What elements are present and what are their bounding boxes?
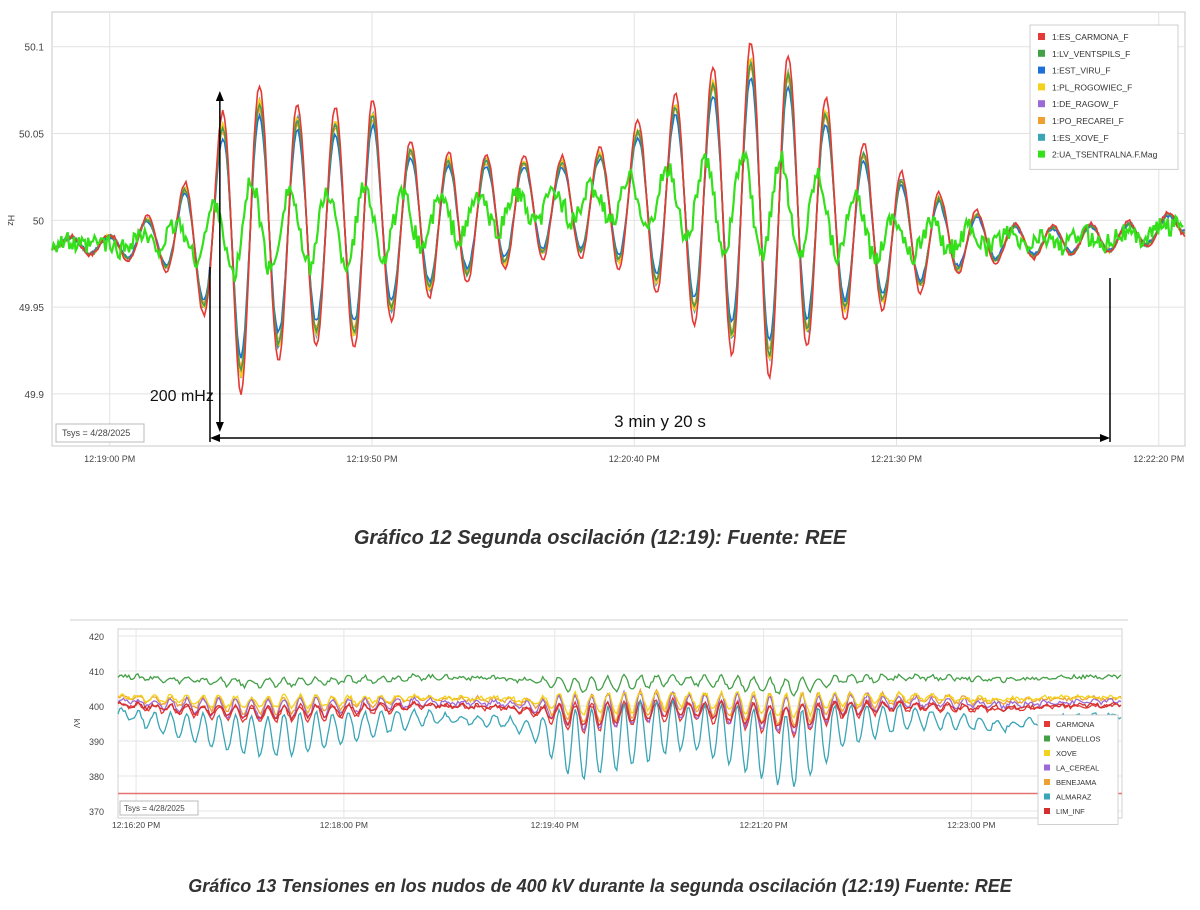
legend-swatch-LA_CEREAL — [1044, 764, 1050, 771]
legend-swatch-2:UA_TSENTRALNA.F.Mag — [1038, 150, 1045, 158]
x-tick-label: 12:18:00 PM — [320, 820, 368, 830]
x-tick-label: 12:20:40 PM — [609, 454, 660, 464]
legend-label: 1:EST_VIRU_F — [1052, 66, 1111, 76]
series-line-1:EST_VIRU_F — [51, 77, 1186, 359]
duration-annotation: 3 min y 20 s — [614, 412, 706, 431]
x-tick-label: 12:16:20 PM — [112, 820, 160, 830]
legend-label: 1:ES_XOVE_F — [1052, 133, 1109, 143]
legend-swatch-1:DE_RAGOW_F — [1038, 100, 1045, 108]
legend-box — [1029, 24, 1179, 170]
series-line-BENEJAMA — [117, 687, 1122, 727]
y-tick-label: 380 — [89, 772, 104, 782]
timestamp-label: Tsys = 4/28/2025 — [62, 428, 130, 438]
plot-area — [117, 628, 1123, 819]
x-tick-label: 12:21:20 PM — [739, 820, 787, 830]
y-tick-label: 49.95 — [19, 303, 44, 314]
series-line-LIM_INF — [117, 698, 1122, 729]
legend-swatch-CARMONA — [1044, 721, 1050, 727]
series-line-ALMARAZ — [117, 699, 1122, 787]
legend-label: LIM_INF — [1056, 807, 1085, 816]
x-tick-label: 12:19:50 PM — [346, 454, 397, 464]
legend-label: BENEJAMA — [1056, 778, 1096, 787]
series-line-XOVE — [117, 689, 1122, 719]
timestamp-box — [55, 423, 145, 443]
legend-swatch-XOVE — [1044, 750, 1050, 756]
legend-label: CARMONA — [1056, 720, 1094, 729]
legend-box — [1037, 714, 1119, 825]
legend-swatch-ALMARAZ — [1044, 793, 1050, 800]
legend-swatch-1:EST_VIRU_F — [1038, 66, 1045, 74]
y-axis-label: Hz — [6, 215, 16, 226]
legend-label: XOVE — [1056, 749, 1077, 758]
y-tick-label: 49.9 — [25, 390, 45, 401]
legend-label: 1:PL_ROGOWIEC_F — [1052, 82, 1132, 92]
timestamp-box — [119, 800, 199, 816]
y-tick-label: 420 — [89, 632, 104, 642]
frequency-chart-svg: 50.1 50.05 50 49.95 49.9 12:19:00 PM 12:19:50 … — [6, 11, 1186, 464]
y-tick-label: 50.05 — [19, 130, 44, 141]
legend-label: 2:UA_TSENTRALNA.F.Mag — [1052, 150, 1158, 160]
figure12-caption: Gráfico 12 Segunda oscilación (12:19): F… — [353, 527, 847, 549]
timestamp-label: Tsys = 4/28/2025 — [124, 804, 185, 813]
y-tick-label: 50 — [33, 216, 45, 227]
x-tick-label: 12:19:00 PM — [84, 454, 135, 464]
x-tick-label: 12:23:00 PM — [947, 820, 995, 830]
legend-label: 1:PO_RECAREI_F — [1052, 116, 1124, 126]
duration-arrow-head-right — [1100, 434, 1110, 442]
legend-label: 1:ES_CARMONA_F — [1052, 32, 1129, 42]
y-tick-label: 370 — [89, 807, 104, 817]
amplitude-arrow-head-top — [215, 91, 224, 101]
legend-label: ALMARAZ — [1056, 793, 1092, 802]
legend-swatch-BENEJAMA — [1044, 779, 1050, 785]
legend-label: 1:LV_VENTSPILS_F — [1052, 49, 1130, 59]
x-tick-label: 12:22:20 PM — [1133, 454, 1184, 464]
amplitude-arrow-head-bottom — [215, 422, 224, 432]
legend-label: 1:DE_RAGOW_F — [1052, 99, 1119, 109]
figure13-caption: Gráfico 13 Tensiones en los nudos de 400… — [188, 876, 1012, 896]
legend-label: LA_CEREAL — [1056, 764, 1099, 773]
series-line-VANDELLOS — [117, 672, 1122, 698]
legend-swatch-1:ES_CARMONA_F — [1038, 33, 1045, 40]
y-tick-label: 400 — [89, 702, 104, 712]
legend-swatch-1:PO_RECAREI_F — [1038, 117, 1045, 124]
y-axis-label: kV — [72, 719, 81, 729]
y-tick-label: 410 — [89, 667, 104, 677]
amplitude-annotation: 200 mHz — [150, 388, 214, 405]
frequency-chart: 50.1 50.05 50 49.95 49.9 12:19:00 PM 12:19:50 … — [6, 11, 1186, 464]
x-tick-label: 12:19:40 PM — [531, 820, 579, 830]
voltage-chart-svg: 420 410 400 390 380 370 12:16:20 PM 12:18:00 PM… — [70, 619, 1128, 830]
legend-swatch-LIM_INF — [1044, 808, 1050, 814]
duration-arrow-head-left — [210, 434, 220, 442]
y-tick-label: 390 — [89, 737, 104, 747]
x-tick-label: 12:21:30 PM — [871, 454, 922, 464]
voltage-chart: 420 410 400 390 380 370 12:16:20 PM 12:18:00 PM… — [60, 615, 1140, 840]
legend-label: VANDELLOS — [1056, 735, 1100, 744]
legend-swatch-1:LV_VENTSPILS_F — [1038, 49, 1045, 57]
series-line-1:ES_CARMONA_F — [51, 42, 1186, 395]
series-line-1:LV_VENTSPILS_F — [51, 61, 1186, 373]
legend-swatch-1:ES_XOVE_F — [1038, 133, 1045, 141]
y-tick-label: 50.1 — [25, 43, 45, 54]
legend-swatch-VANDELLOS — [1044, 735, 1050, 742]
legend-swatch-1:PL_ROGOWIEC_F — [1038, 83, 1045, 91]
series-line-2:UA_TSENTRALNA.F.Mag — [50, 149, 1184, 283]
